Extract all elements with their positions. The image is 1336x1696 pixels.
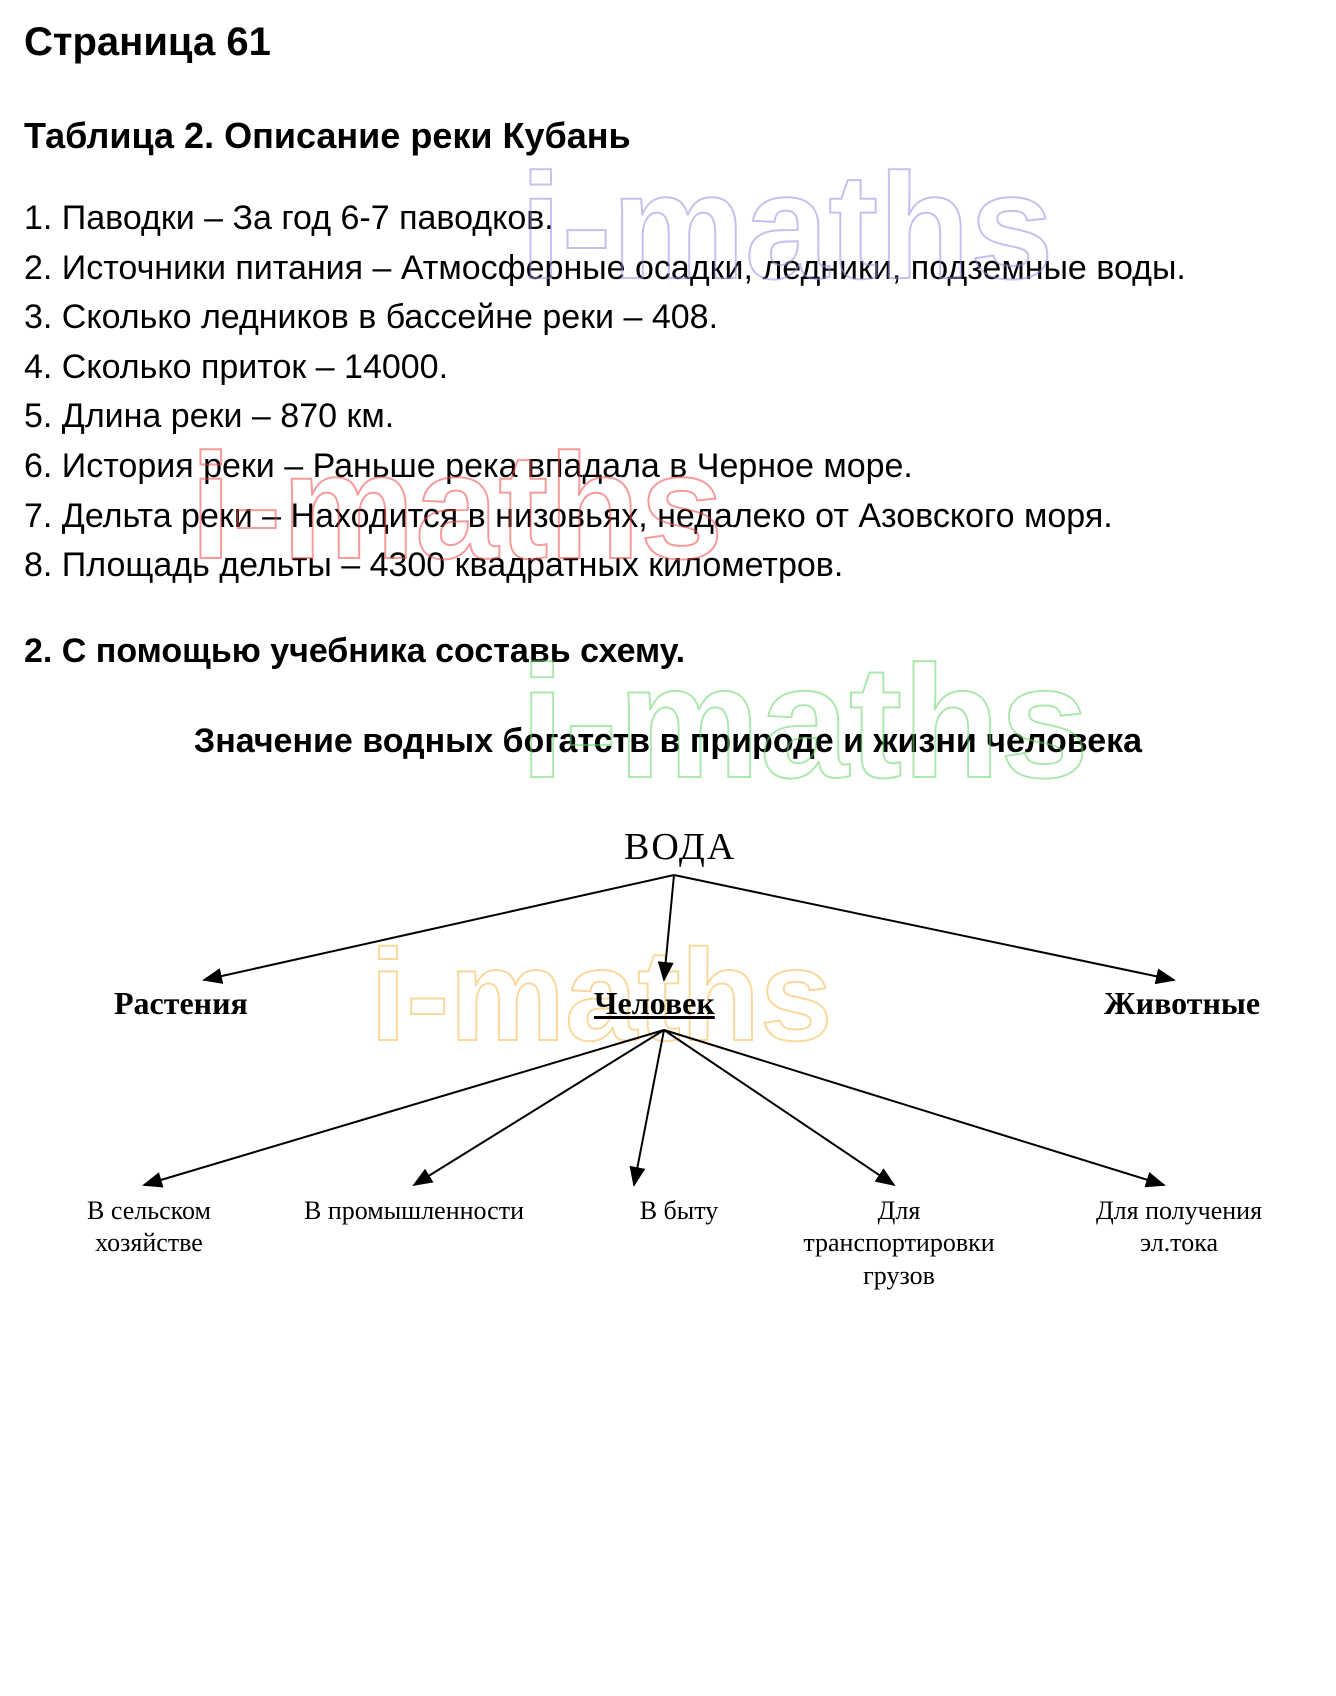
page-title: Страница 61 [24,20,1312,65]
list-item: 4. Сколько приток – 14000. [24,344,1312,392]
task-title: 2. С помощью учебника составь схему. [24,632,1312,671]
diagram: ВОДА Растения Человек Животные В сельском хо… [24,805,1312,1285]
list-item: 5. Длина реки – 870 км. [24,393,1312,441]
diagram-node-leaf1: В сельском хозяйстве [34,1195,264,1260]
diagram-node-leaf3: В быту [564,1195,794,1228]
list-item: 6. История реки – Раньше река впадала в … [24,443,1312,491]
diagram-node-leaf5: Для получения эл.тока [1064,1195,1294,1260]
diagram-node-leaf4: Для транспортировки грузов [784,1195,1014,1293]
diagram-node-plants: Растения [114,985,248,1022]
diagram-node-animals: Животные [1104,985,1260,1022]
list-item: 1. Паводки – За год 6-7 паводков. [24,195,1312,243]
list-item: 2. Источники питания – Атмосферные осадк… [24,245,1312,293]
list: 1. Паводки – За год 6-7 паводков.2. Исто… [24,195,1312,590]
diagram-node-human: Человек [594,985,715,1022]
table-title: Таблица 2. Описание реки Кубань [24,115,1312,157]
list-item: 3. Сколько ледников в бассейне реки – 40… [24,294,1312,342]
list-item: 7. Дельта реки – Находится в низовьях, н… [24,493,1312,541]
diagram-node-root: ВОДА [624,825,736,869]
diagram-title: Значение водных богатств в природе и жиз… [168,719,1168,765]
diagram-node-leaf2: В промышленности [299,1195,529,1228]
list-item: 8. Площадь дельты – 4300 квадратных кило… [24,542,1312,590]
